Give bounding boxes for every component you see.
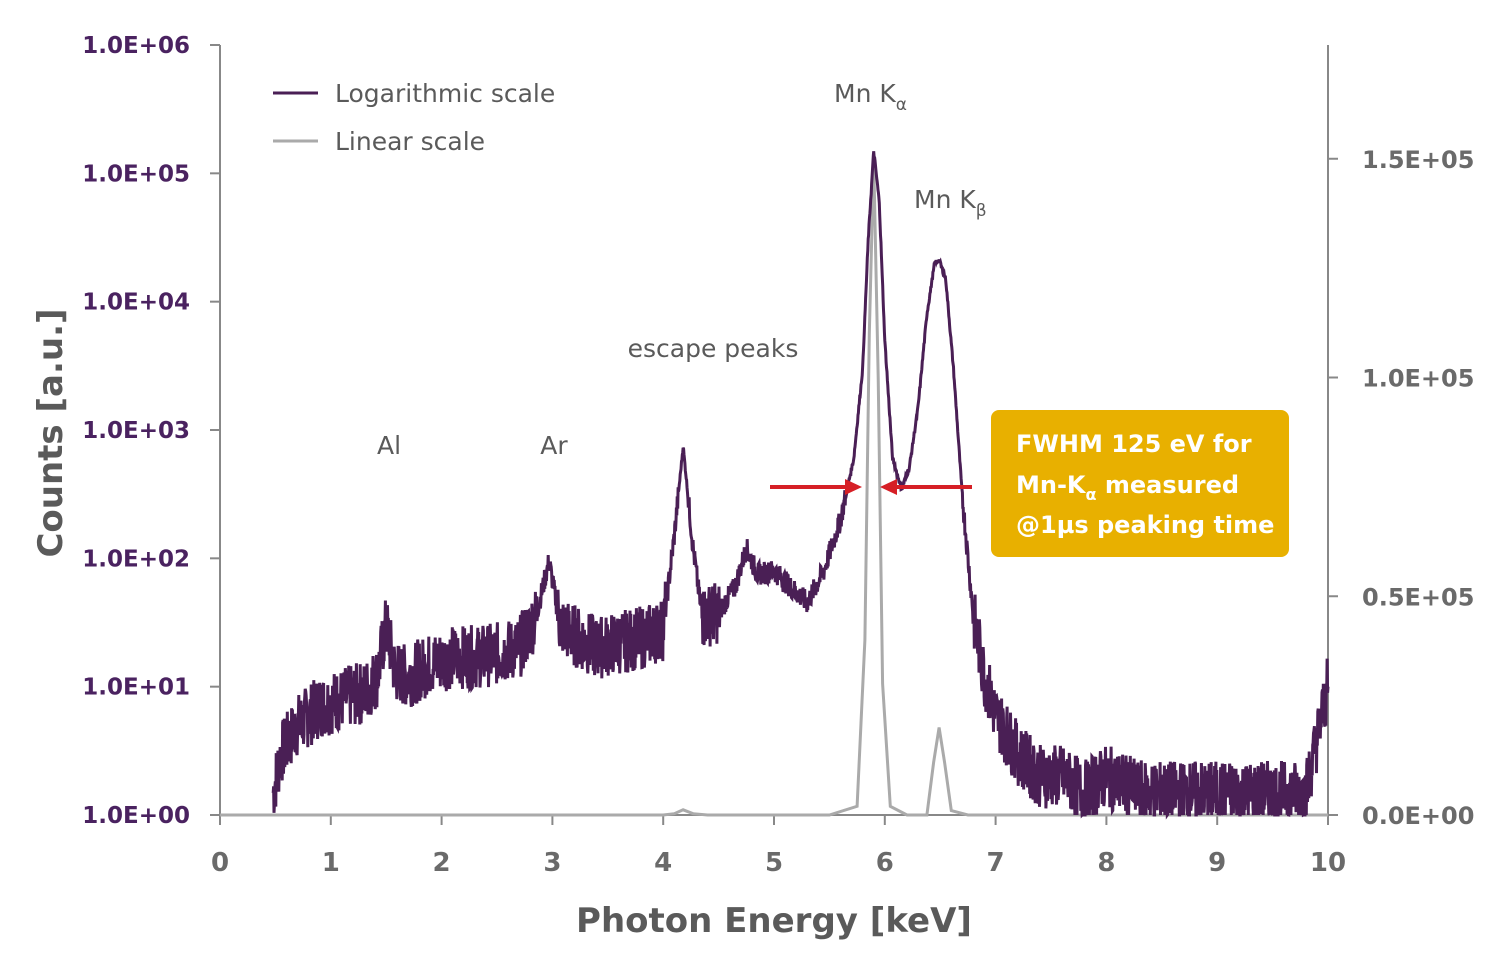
x-tick-label: 1 xyxy=(322,848,340,878)
x-tick-label: 6 xyxy=(876,848,894,878)
x-tick-label: 7 xyxy=(987,848,1005,878)
fwhm-box-line2-sub: α xyxy=(1086,485,1097,504)
left-tick-label: 1.0E+00 xyxy=(82,803,190,829)
right-tick-label: 0.0E+00 xyxy=(1362,802,1474,830)
x-tick-label: 10 xyxy=(1310,848,1346,878)
x-tick-label: 3 xyxy=(543,848,561,878)
series-linear-scale-line xyxy=(220,158,1328,817)
x-tick-label: 0 xyxy=(211,848,229,878)
left-tick-label: 1.0E+01 xyxy=(82,675,190,701)
fwhm-box-line2-base: Mn-K xyxy=(1016,471,1087,499)
x-tick-label: 4 xyxy=(654,848,672,878)
fwhm-box-line3: @1µs peaking time xyxy=(1016,511,1274,539)
fwhm-box-line1: FWHM 125 eV for xyxy=(1016,430,1252,458)
left-tick-label: 1.0E+04 xyxy=(82,290,190,316)
legend-label-logarithmic: Logarithmic scale xyxy=(335,79,555,108)
annotation-mn-kb-base: Mn K xyxy=(914,185,976,214)
x-axis-title: Photon Energy [keV] xyxy=(576,901,972,941)
x-axis: 0 1 2 3 4 5 6 7 8 9 10 xyxy=(211,815,1346,878)
right-tick-label: 0.5E+05 xyxy=(1362,583,1474,611)
legend-label-linear: Linear scale xyxy=(335,127,485,156)
left-tick-label: 1.0E+03 xyxy=(82,418,190,444)
y-axis-title: Counts [a.u.] xyxy=(31,308,71,557)
legend: Logarithmic scale Linear scale xyxy=(273,79,555,156)
fwhm-box-background xyxy=(991,410,1289,557)
x-tick-label: 5 xyxy=(765,848,783,878)
annotation-escape-peaks: escape peaks xyxy=(628,334,799,363)
left-y-axis: 1.0E+00 1.0E+01 1.0E+02 1.0E+03 1.0E+04 1.0E+… xyxy=(82,33,220,829)
fwhm-box-line2-rest: measured xyxy=(1097,471,1240,499)
series-logarithmic-scale-line xyxy=(271,151,1330,820)
left-tick-label: 1.0E+02 xyxy=(82,546,190,572)
left-tick-label: 1.0E+06 xyxy=(82,33,190,59)
fwhm-arrow-left-head xyxy=(845,479,862,495)
left-tick-label: 1.0E+05 xyxy=(82,161,190,187)
annotation-mn-ka-sub: α xyxy=(896,95,907,115)
right-tick-label: 1.5E+05 xyxy=(1362,146,1474,174)
x-tick-label: 9 xyxy=(1208,848,1226,878)
fwhm-arrows xyxy=(770,479,972,495)
annotation-mn-ka-base: Mn K xyxy=(834,79,896,108)
fwhm-arrow-right-head xyxy=(880,479,897,495)
annotation-mn-ka: Mn Kα xyxy=(834,79,907,115)
right-tick-label: 1.0E+05 xyxy=(1362,365,1474,393)
x-tick-label: 8 xyxy=(1097,848,1115,878)
right-y-axis: 0.0E+00 0.5E+05 1.0E+05 1.5E+05 xyxy=(1328,146,1474,830)
annotation-mn-kb: Mn Kβ xyxy=(914,185,987,221)
annotation-mn-kb-sub: β xyxy=(976,201,987,221)
fwhm-box-line2: Mn-Kα measured xyxy=(1016,471,1239,504)
fwhm-annotation-box: FWHM 125 eV for Mn-Kα measured @1µs peak… xyxy=(991,410,1289,557)
x-tick-label: 2 xyxy=(433,848,451,878)
annotation-ar: Ar xyxy=(540,431,568,460)
annotation-al: Al xyxy=(377,431,401,460)
